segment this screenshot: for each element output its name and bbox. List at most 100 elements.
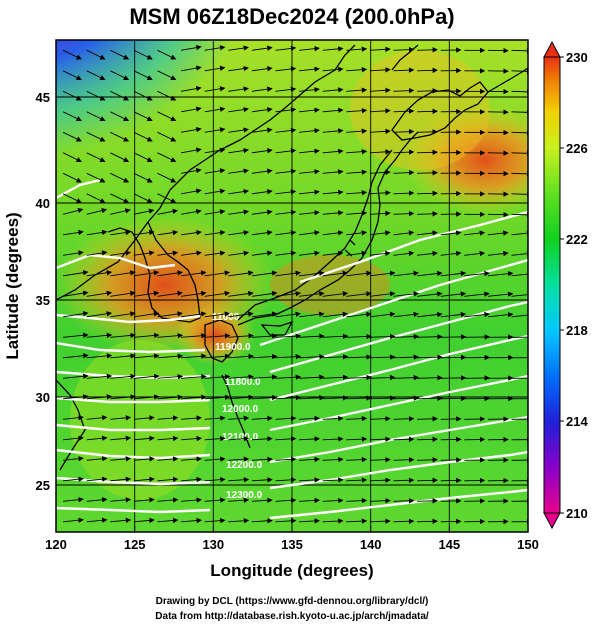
wind-arrow [440,375,467,381]
wind-arrow [393,67,415,73]
wind-arrow [204,209,226,215]
colorbar-tick-labels: 230 226 222 218 214 210 [566,50,588,521]
wind-arrow [86,290,113,297]
wind-arrow [63,290,89,297]
wind-arrow [204,65,226,72]
wind-arrow [63,311,89,318]
wind-arrow [133,172,153,183]
wind-arrow [110,311,136,318]
wind-arrow [157,208,179,215]
wind-arrow [346,230,368,236]
wind-arrow [157,415,179,421]
wind-arrow [251,230,273,236]
contour-label: 12000.0 [222,404,259,415]
wind-arrow [228,270,254,277]
wind-arrow [275,168,297,175]
wind-arrow [440,311,467,318]
wind-arrow [62,152,82,162]
wind-arrow [251,436,273,442]
wind-arrow [86,111,106,121]
contour-label: 11600 [212,312,240,323]
wind-arrow [299,209,320,216]
wind-arrow [110,394,136,400]
wind-arrow [204,476,226,483]
wind-arrow [322,395,349,401]
wind-arrow [440,416,462,422]
wind-vectors [62,44,528,525]
wind-arrow [322,189,344,196]
wind-arrow [299,354,325,360]
contour-4 [56,258,528,354]
contour-3 [56,210,528,324]
wind-arrow [204,517,226,524]
map-plot: 11600 11900.0 11800.0 12000.0 12100.0 12… [56,40,528,532]
wind-arrow [133,229,155,236]
wind-arrow [369,67,391,73]
wind-arrow [63,394,89,400]
wind-arrow [110,517,132,524]
wind-arrow [86,497,108,503]
wind-arrow [62,172,82,183]
wind-arrow [464,270,490,277]
wind-arrow [369,311,396,318]
wind-arrow [228,168,249,174]
graticule [56,40,528,532]
x-tick-labels: 120 125 130 135 140 145 150 [45,537,539,552]
wind-arrow [393,518,415,524]
wind-arrow [275,497,297,504]
wind-arrow [181,167,202,174]
wind-arrow [228,374,254,380]
wind-arrow [511,48,528,54]
wind-arrow [251,290,278,297]
wind-arrow [251,45,273,51]
wind-arrow [393,149,415,155]
wind-arrow [322,128,344,134]
wind-arrow [63,414,84,421]
wind-arrow [464,250,486,257]
wind-arrow [322,46,344,52]
wind-arrow [275,148,297,154]
wind-arrow [251,394,278,401]
wind-arrow [511,250,528,257]
wind-arrow [322,270,349,277]
x-tick-label: 135 [281,537,303,552]
wind-arrow [204,106,226,113]
wind-arrow [440,270,467,277]
wind-arrow [393,457,415,463]
wind-arrow [133,415,155,421]
wind-arrow [228,394,254,401]
wind-arrow [86,193,106,203]
wind-arrow [440,291,467,297]
wind-arrow [346,333,372,340]
wind-arrow [393,436,415,442]
wind-arrow [275,291,301,297]
wind-arrow [181,270,207,277]
honshu-north [237,149,393,321]
wind-arrow [133,250,155,256]
wind-arrow [369,456,391,463]
wind-arrow [181,106,202,113]
wind-arrow [275,311,301,318]
wind-arrow [251,518,273,524]
wind-arrow [181,188,202,195]
wind-arrow [299,45,320,52]
contour-1 [56,178,101,200]
wind-arrow [511,230,528,236]
wind-arrow [181,208,202,215]
wind-arrow [228,147,249,154]
y-tick-label: 45 [36,90,50,105]
wind-arrow [417,230,438,236]
wind-arrow [204,86,226,92]
contour-label: 12100.0 [222,432,259,443]
wind-arrow [228,230,250,236]
wind-arrow [440,354,467,361]
wind-arrow [157,373,184,380]
wind-arrow [417,518,438,525]
wind-arrow [275,127,297,134]
wind-arrow [110,270,136,277]
wind-arrow [464,311,490,318]
wind-arrow [133,311,160,318]
wind-arrow [346,311,372,318]
wind-arrow [511,212,528,218]
wind-arrow [110,290,136,297]
